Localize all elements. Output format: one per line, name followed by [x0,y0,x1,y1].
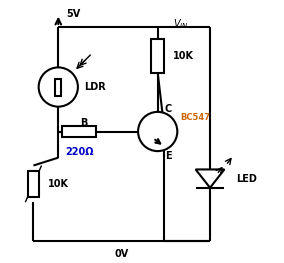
Bar [55,79,61,95]
Text: 10K: 10K [174,51,194,61]
Text: 0V: 0V [115,249,129,259]
Text: LDR: LDR [84,82,106,92]
Circle shape [138,112,177,151]
Text: 10K: 10K [48,179,69,189]
Text: B: B [80,118,87,128]
Text: 220Ω: 220Ω [65,148,93,158]
Circle shape [39,67,78,107]
Text: 5V: 5V [66,9,80,19]
Polygon shape [196,169,224,188]
Text: E: E [166,151,172,161]
Text: BC547: BC547 [180,113,210,122]
Bar [151,39,164,73]
Text: C: C [164,104,172,114]
Bar [28,171,39,197]
Text: $V_{IN}$: $V_{IN}$ [174,17,189,31]
Bar [62,126,96,137]
Text: LED: LED [236,174,257,184]
